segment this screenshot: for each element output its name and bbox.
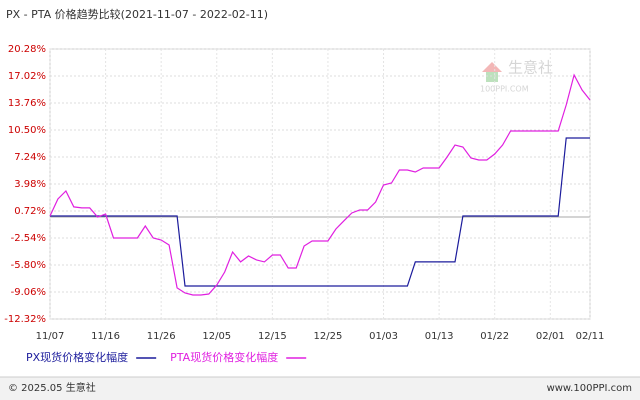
x-tick-label: 02/01 (536, 331, 565, 342)
y-tick-label: 3.98% (14, 179, 46, 190)
y-tick-label: -9.06% (11, 287, 46, 298)
legend-label: PTA现货价格变化幅度 (170, 350, 278, 364)
y-tick-label: 0.72% (14, 206, 46, 217)
watermark-logo (482, 62, 502, 72)
legend-label: PX现货价格变化幅度 (26, 350, 128, 364)
y-tick-label: -2.54% (11, 233, 46, 244)
x-tick-label: 11/07 (36, 331, 65, 342)
x-tick-label: 11/26 (147, 331, 176, 342)
x-tick-label: 01/03 (369, 331, 398, 342)
y-tick-label: -5.80% (11, 260, 46, 271)
footer-left: © 2025.05 生意社 (8, 381, 96, 394)
y-tick-label: 10.50% (8, 125, 46, 136)
watermark-text: 生意社 (508, 59, 553, 77)
x-tick-label: 12/15 (258, 331, 287, 342)
footer-bar (0, 377, 640, 400)
y-tick-label: 20.28% (8, 44, 46, 55)
watermark-logo-base (486, 72, 498, 82)
y-tick-label: 17.02% (8, 71, 46, 82)
x-tick-label: 01/22 (480, 331, 509, 342)
series-line (49, 73, 591, 296)
x-tick-label: 02/11 (576, 331, 605, 342)
x-tick-label: 12/05 (202, 331, 231, 342)
footer-right: www.100PPI.com (547, 383, 632, 394)
series-line (50, 137, 590, 287)
chart-title: PX - PTA 价格趋势比较(2021-11-07 - 2022-02-11) (6, 7, 268, 21)
watermark-subtext: 100PPI.COM (480, 85, 529, 94)
x-tick-label: 01/13 (425, 331, 454, 342)
y-tick-label: 7.24% (14, 152, 46, 163)
x-tick-label: 11/16 (91, 331, 120, 342)
x-tick-label: 12/25 (314, 331, 343, 342)
y-tick-label: 13.76% (8, 98, 46, 109)
watermark: 生意社 100PPI.COM (480, 59, 553, 94)
y-tick-label: -12.32% (4, 314, 46, 325)
